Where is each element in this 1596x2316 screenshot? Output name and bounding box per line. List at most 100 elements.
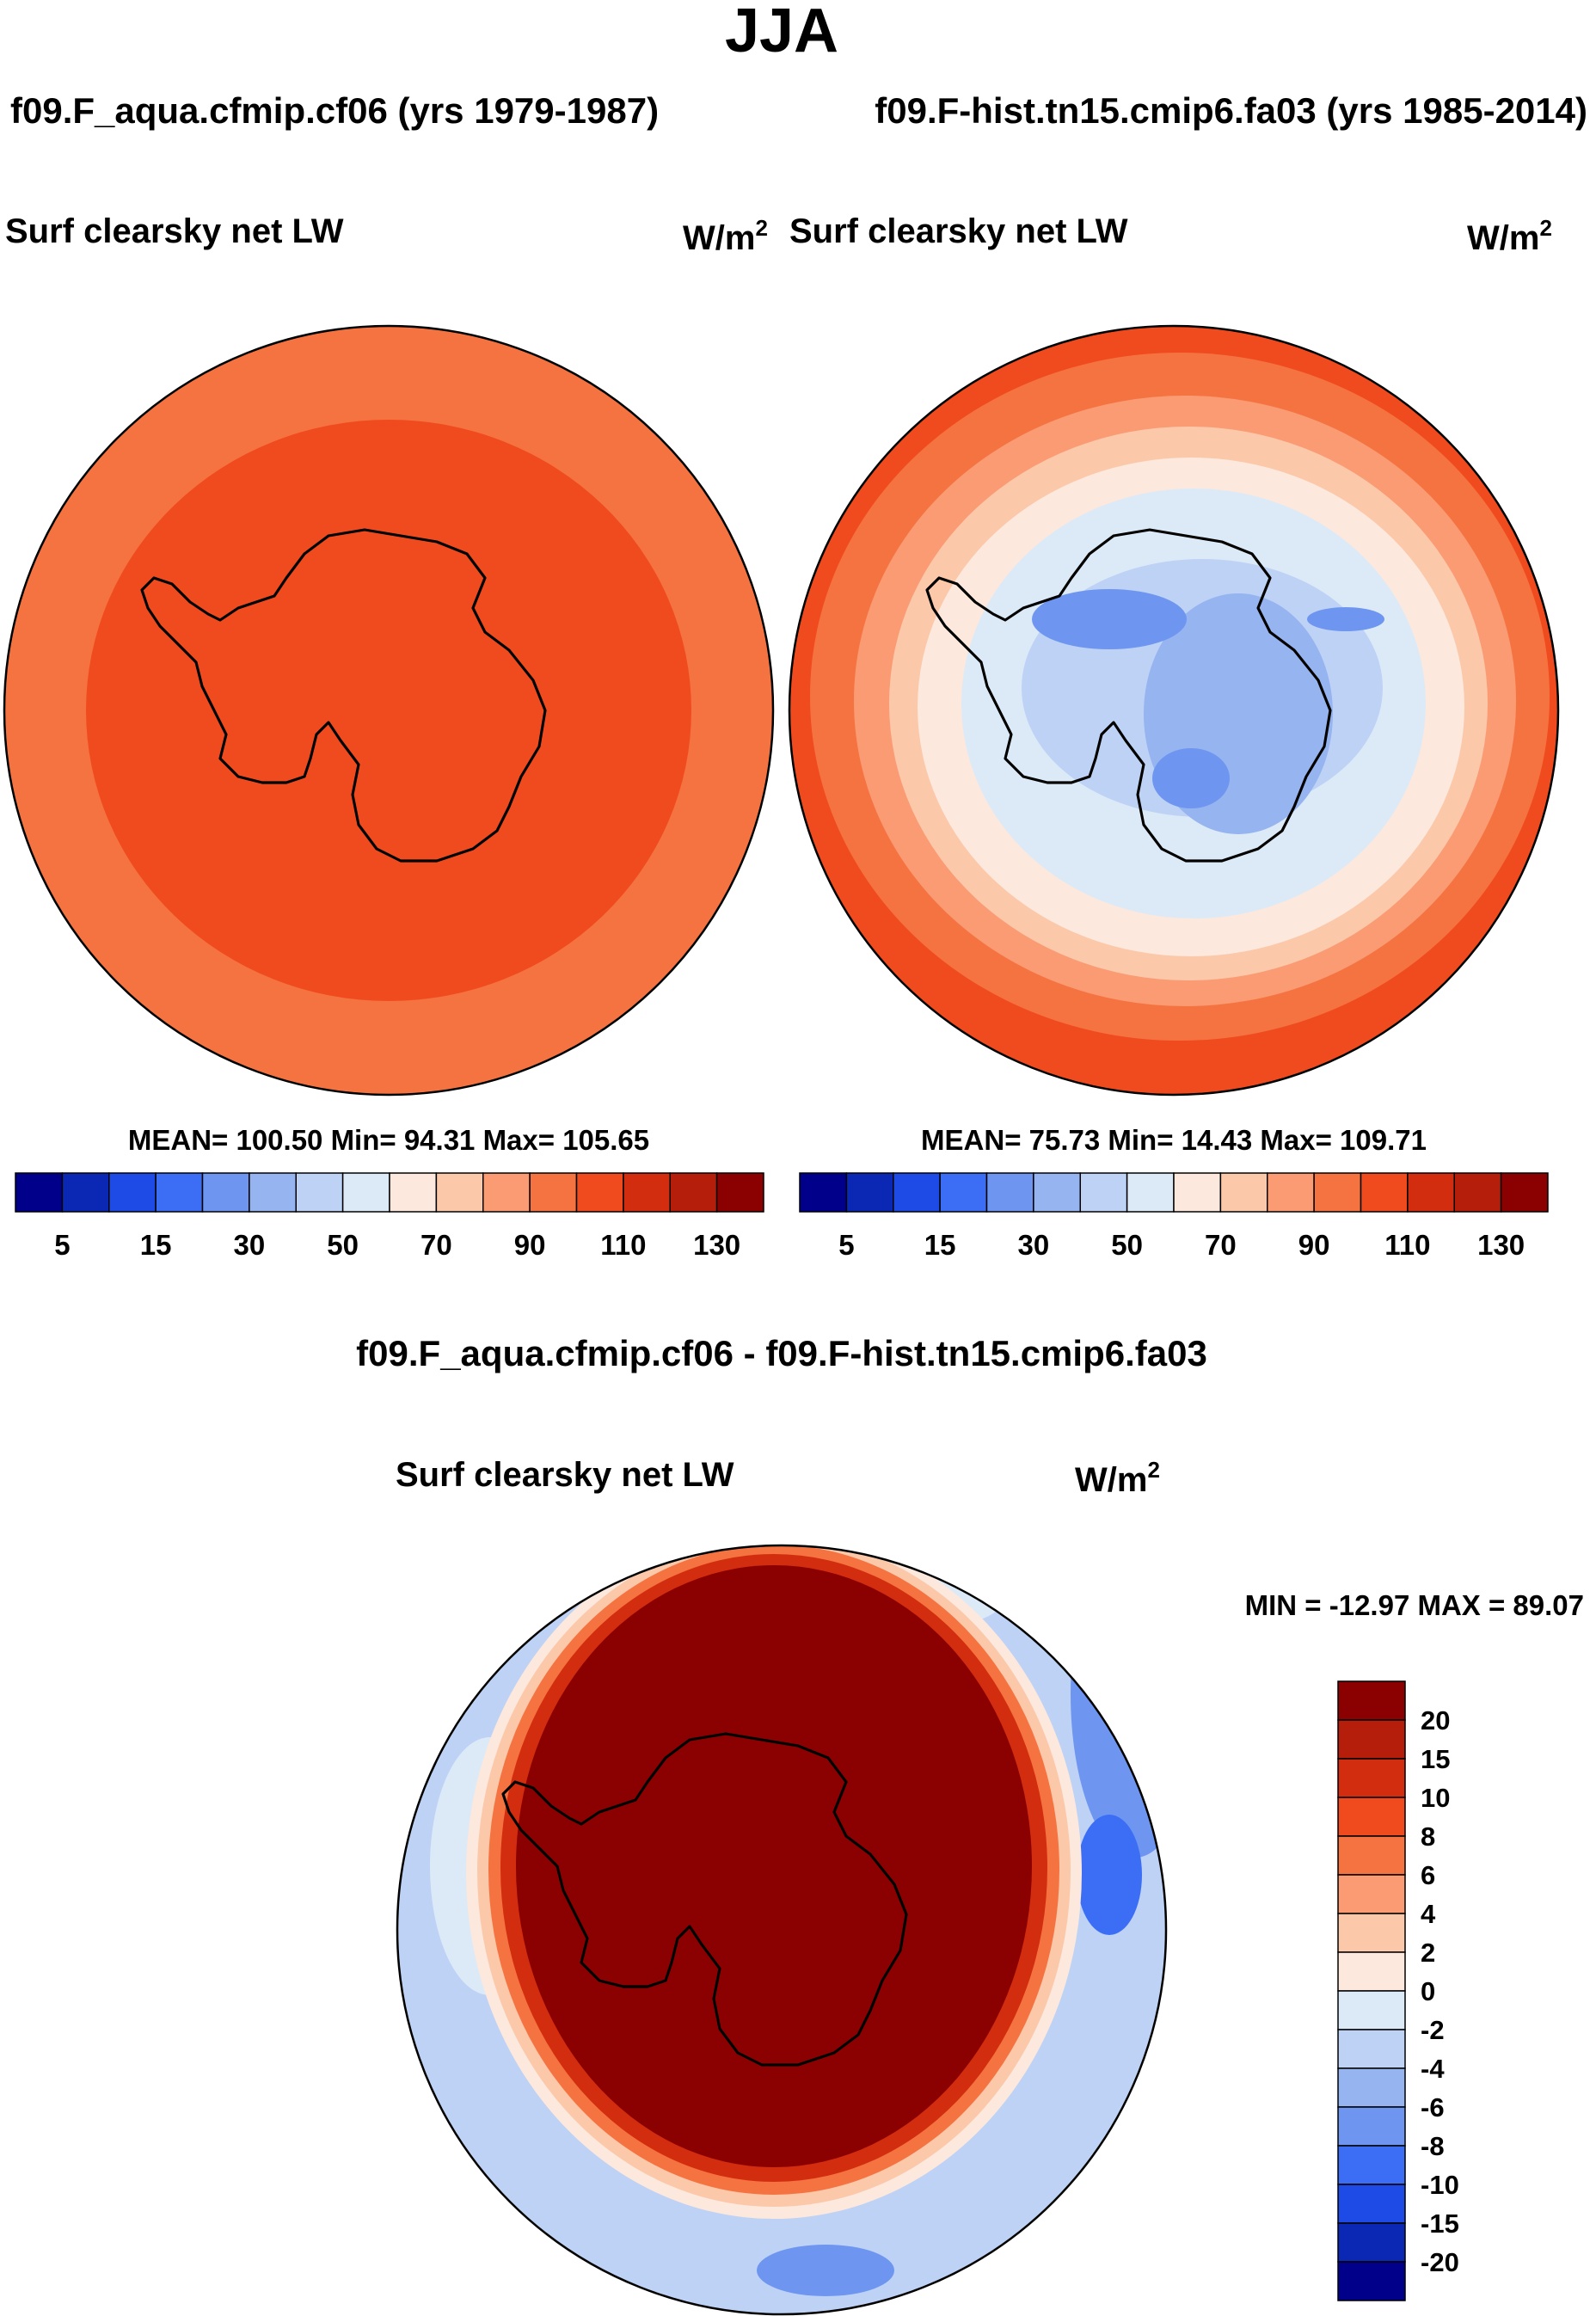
diff-units-base: W/m xyxy=(1075,1461,1147,1499)
diff-colorbar-tick-label: 20 xyxy=(1421,1705,1450,1735)
left-colorbar-box-6 xyxy=(295,1172,344,1213)
diff-colorbar-tick-label: 2 xyxy=(1421,1938,1435,1968)
diff-colorbar-tick-label: -20 xyxy=(1421,2247,1459,2277)
left-units-exp: 2 xyxy=(755,215,767,241)
right-colorbar-box-15 xyxy=(1500,1172,1549,1213)
diff-colorbar-box-14 xyxy=(1337,2222,1406,2263)
right-colorbar-tick-label: 30 xyxy=(1018,1229,1050,1261)
diff-colorbar-box-7 xyxy=(1337,1951,1406,1992)
diff-colorbar-tick-label: -8 xyxy=(1421,2131,1445,2161)
right-colorbar-tick-label: 130 xyxy=(1477,1229,1525,1261)
left-colorbar-box-15 xyxy=(715,1172,764,1213)
right-colorbar-box-2 xyxy=(893,1172,941,1213)
left-colorbar-ticks: 5 15 30 50 70 90 110 130 xyxy=(54,1229,740,1261)
diff-colorbar-box-1 xyxy=(1337,1719,1406,1760)
diff-colorbar-tick-label: 15 xyxy=(1421,1744,1450,1774)
right-colorbar-box-7 xyxy=(1126,1172,1175,1213)
left-variable-label: Surf clearsky net LW xyxy=(5,212,344,250)
diff-colorbar-tick-label: 10 xyxy=(1421,1783,1450,1813)
right-units-label: W/m2 xyxy=(1467,215,1552,257)
left-colorbar-tick-label: 15 xyxy=(140,1229,172,1261)
left-stats: MEAN= 100.50 Min= 94.31 Max= 105.65 xyxy=(128,1124,649,1156)
right-colorbar-box-6 xyxy=(1079,1172,1128,1213)
right-units-base: W/m xyxy=(1467,219,1539,257)
right-colorbar-box-11 xyxy=(1313,1172,1362,1213)
right-colorbar-box-13 xyxy=(1407,1172,1455,1213)
left-colorbar-box-8 xyxy=(389,1172,438,1213)
left-colorbar-box-3 xyxy=(155,1172,204,1213)
right-map xyxy=(789,326,1558,1095)
diff-variable-label: Surf clearsky net LW xyxy=(396,1456,734,1494)
left-colorbar-box-4 xyxy=(201,1172,250,1213)
diff-colorbar-box-6 xyxy=(1337,1913,1406,1953)
diff-colorbar-tick-label: -10 xyxy=(1421,2170,1459,2200)
diff-colorbar xyxy=(1337,1680,1406,2301)
right-colorbar-ticks: 5 15 30 50 70 90 110 130 xyxy=(838,1229,1525,1261)
diff-colorbar-box-12 xyxy=(1337,2145,1406,2185)
left-colorbar-tick-label: 5 xyxy=(54,1229,70,1261)
right-colorbar-tick-label: 5 xyxy=(838,1229,854,1261)
right-stats: MEAN= 75.73 Min= 14.43 Max= 109.71 xyxy=(921,1124,1427,1156)
left-colorbar-box-11 xyxy=(529,1172,578,1213)
diff-colorbar-box-11 xyxy=(1337,2106,1406,2147)
right-case-title: f09.F-hist.tn15.cmip6.fa03 (yrs 1985-201… xyxy=(875,90,1587,131)
left-colorbar-tick-label: 30 xyxy=(234,1229,266,1261)
diff-colorbar-tick-label: 6 xyxy=(1421,1860,1435,1890)
right-colorbar-tick-label: 110 xyxy=(1384,1229,1430,1261)
left-colorbar-box-7 xyxy=(341,1172,390,1213)
left-colorbar-tick-label: 70 xyxy=(420,1229,452,1261)
left-colorbar-tick-label: 90 xyxy=(514,1229,546,1261)
left-colorbar-box-13 xyxy=(623,1172,671,1213)
left-colorbar xyxy=(15,1172,764,1213)
diff-stats: MIN = -12.97 MAX = 89.07 xyxy=(1245,1589,1584,1621)
diff-units-exp: 2 xyxy=(1147,1457,1159,1483)
diff-map-border xyxy=(396,1544,1168,2316)
left-colorbar-box-14 xyxy=(669,1172,718,1213)
diff-colorbar-tick-label: 8 xyxy=(1421,1821,1435,1852)
diff-colorbar-tick-label: -4 xyxy=(1421,2054,1445,2084)
diff-colorbar-tick-label: -2 xyxy=(1421,2015,1445,2045)
diff-colorbar-box-4 xyxy=(1337,1835,1406,1876)
left-map xyxy=(4,326,773,1095)
left-colorbar-box-5 xyxy=(249,1172,297,1213)
left-colorbar-tick-label: 130 xyxy=(693,1229,740,1261)
right-colorbar-box-5 xyxy=(1033,1172,1081,1213)
left-map-border xyxy=(3,324,775,1097)
diff-panel: f09.F_aqua.cfmip.cf06 - f09.F-hist.tn15.… xyxy=(356,1333,1584,2316)
right-colorbar-tick-label: 90 xyxy=(1298,1229,1330,1261)
left-colorbar-tick-label: 110 xyxy=(600,1229,646,1261)
right-colorbar-box-9 xyxy=(1219,1172,1268,1213)
diff-colorbar-tick-label: 0 xyxy=(1421,1976,1435,2006)
diff-colorbar-tick-label: 4 xyxy=(1421,1899,1436,1929)
diff-title: f09.F_aqua.cfmip.cf06 - f09.F-hist.tn15.… xyxy=(356,1333,1207,1373)
right-colorbar-box-4 xyxy=(985,1172,1034,1213)
right-colorbar-box-8 xyxy=(1173,1172,1222,1213)
diff-colorbar-box-3 xyxy=(1337,1797,1406,1837)
left-units-label: W/m2 xyxy=(683,215,768,257)
left-colorbar-box-12 xyxy=(575,1172,624,1213)
diff-colorbar-box-2 xyxy=(1337,1758,1406,1798)
left-colorbar-box-9 xyxy=(435,1172,484,1213)
diff-colorbar-box-9 xyxy=(1337,2029,1406,2069)
left-colorbar-box-2 xyxy=(108,1172,157,1213)
right-colorbar-box-14 xyxy=(1453,1172,1502,1213)
diff-colorbar-box-8 xyxy=(1337,1990,1406,2030)
right-colorbar xyxy=(799,1172,1549,1213)
diff-colorbar-box-5 xyxy=(1337,1874,1406,1914)
left-colorbar-tick-label: 50 xyxy=(327,1229,359,1261)
diff-colorbar-tick-label: -6 xyxy=(1421,2092,1445,2122)
left-colorbar-box-10 xyxy=(482,1172,531,1213)
left-units-base: W/m xyxy=(683,219,755,257)
right-map-border xyxy=(788,324,1560,1097)
right-colorbar-box-3 xyxy=(939,1172,988,1213)
right-colorbar-box-1 xyxy=(845,1172,894,1213)
left-case-title: f09.F_aqua.cfmip.cf06 (yrs 1979-1987) xyxy=(10,90,659,131)
right-units-exp: 2 xyxy=(1539,215,1551,241)
right-colorbar-tick-label: 70 xyxy=(1205,1229,1237,1261)
right-colorbar-box-0 xyxy=(799,1172,848,1213)
left-colorbar-box-0 xyxy=(15,1172,64,1213)
diff-colorbar-box-15 xyxy=(1337,2261,1406,2301)
right-panel: Surf clearsky net LW W/m2 MEAN= 75.73 Mi… xyxy=(788,212,1560,1261)
diff-map xyxy=(397,1545,1166,2314)
